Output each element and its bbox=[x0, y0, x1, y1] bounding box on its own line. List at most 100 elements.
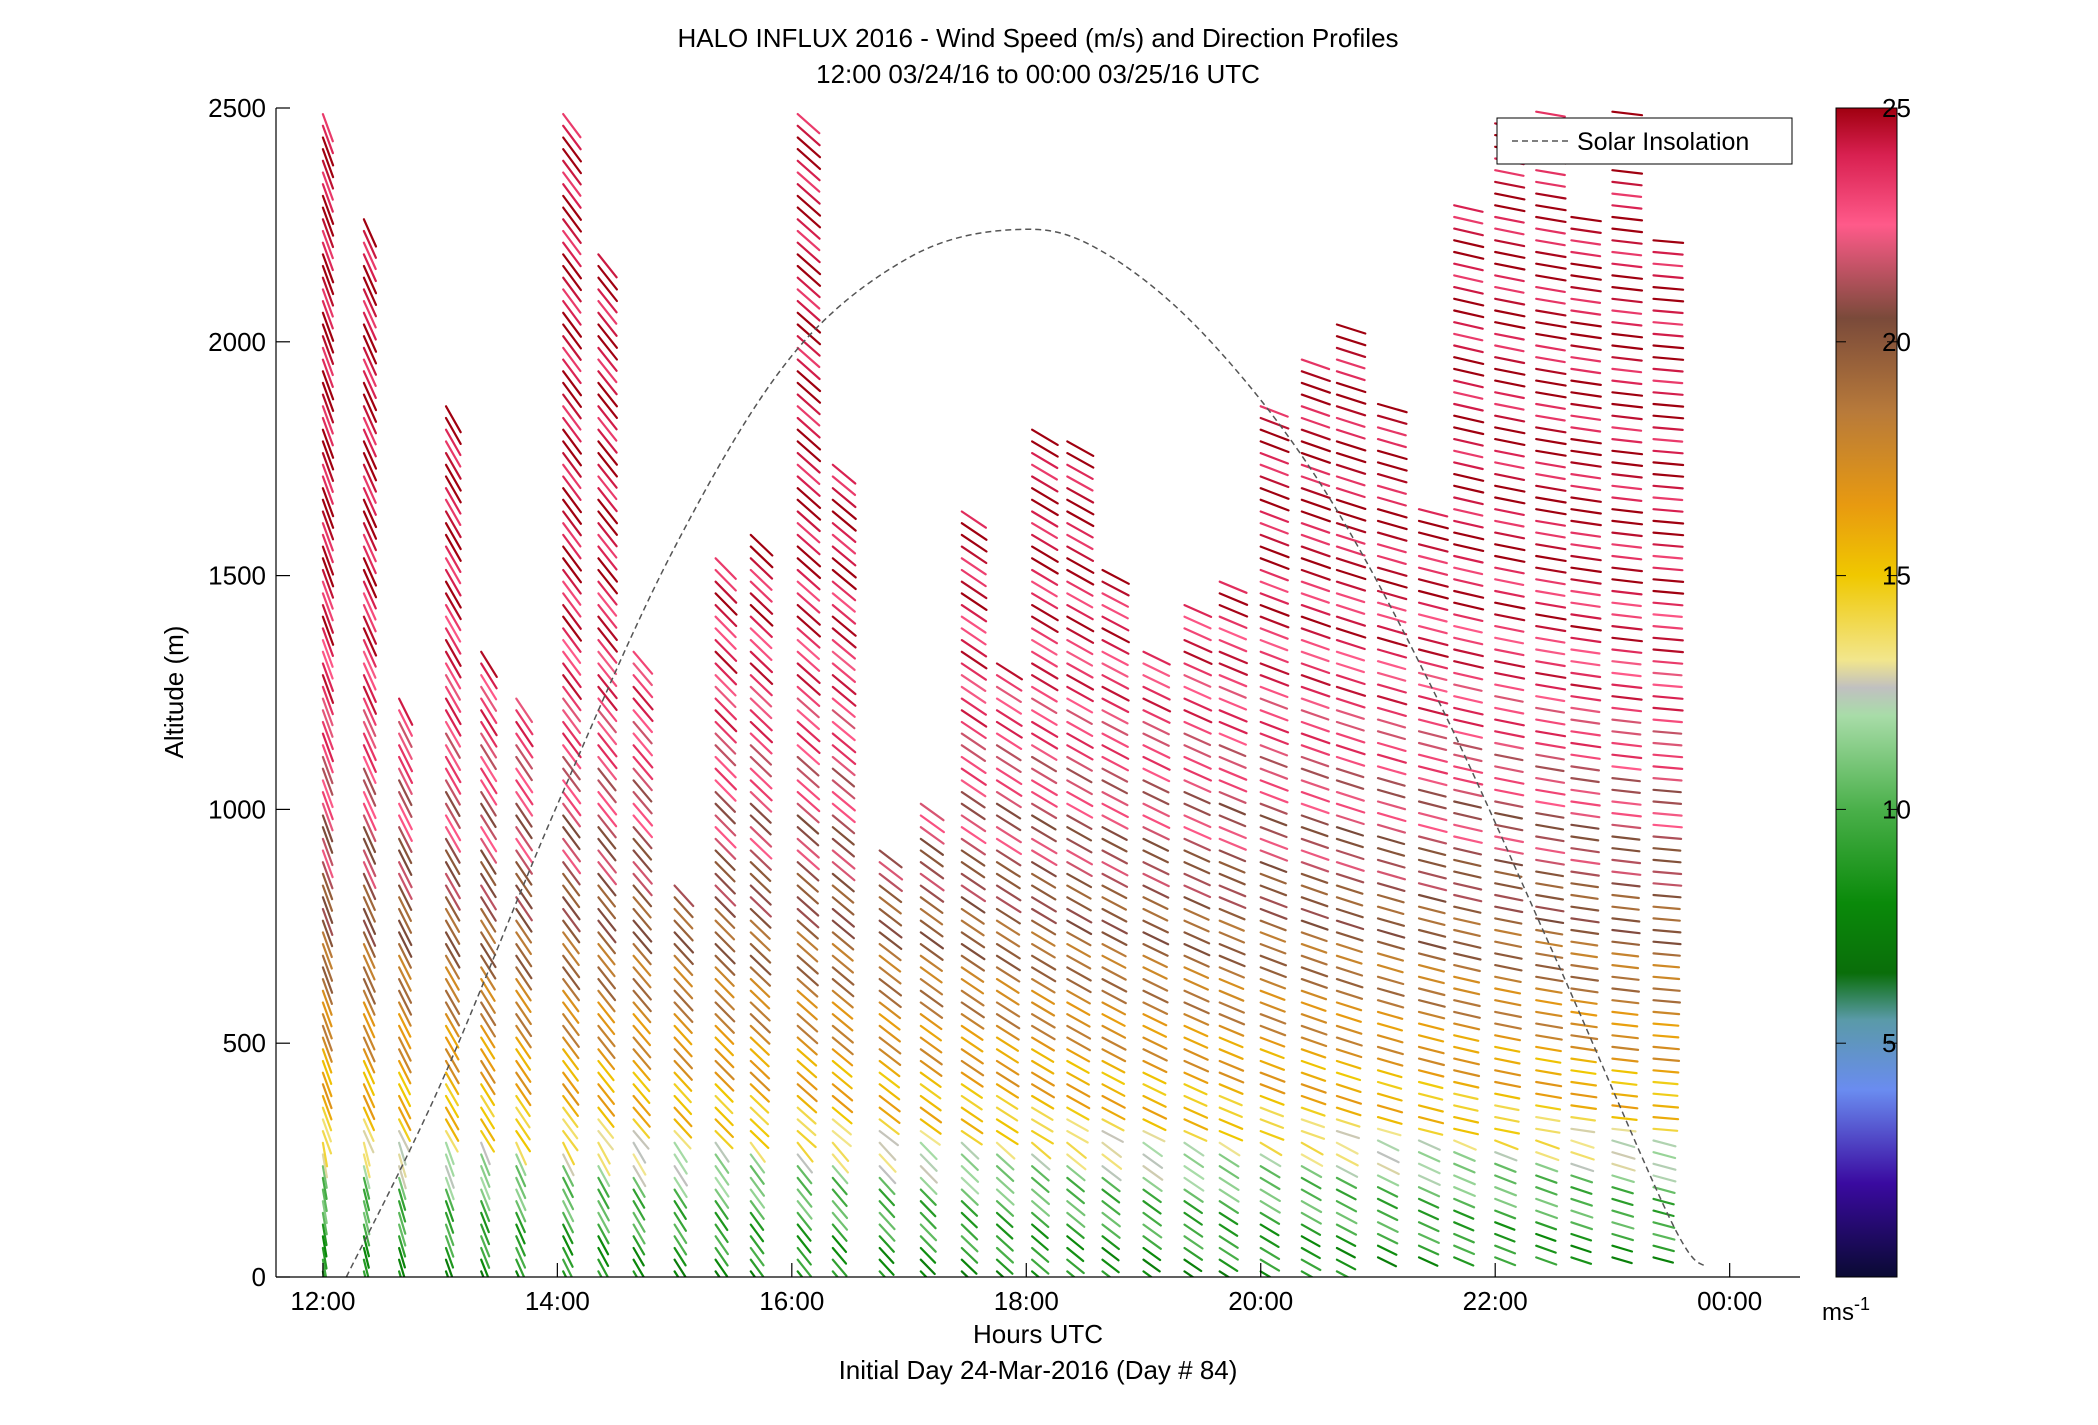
wind-barb bbox=[480, 1071, 496, 1096]
wind-barb bbox=[960, 1001, 985, 1019]
wind-barb bbox=[1335, 685, 1367, 697]
wind-barb bbox=[398, 709, 413, 737]
wind-barb bbox=[1218, 603, 1249, 618]
wind-barb bbox=[749, 779, 773, 802]
wind-barb bbox=[1570, 811, 1601, 819]
wind-barb bbox=[796, 206, 822, 229]
wind-barb bbox=[1066, 510, 1095, 528]
wind-barb bbox=[796, 674, 821, 696]
wind-barb bbox=[1417, 1069, 1445, 1078]
wind-barb bbox=[878, 931, 903, 951]
wind-barb bbox=[1335, 884, 1364, 895]
wind-barb bbox=[562, 428, 583, 455]
wind-barb bbox=[597, 615, 618, 642]
wind-barb bbox=[1183, 1235, 1204, 1250]
wind-barb bbox=[1300, 1223, 1322, 1236]
wind-barb bbox=[1611, 963, 1640, 970]
wind-barb bbox=[480, 1083, 496, 1107]
wind-barb bbox=[831, 861, 856, 882]
wind-barb bbox=[1142, 662, 1171, 678]
wind-barb bbox=[1335, 720, 1365, 732]
wind-barb bbox=[1218, 861, 1246, 874]
wind-barb bbox=[597, 1013, 616, 1036]
wind-barb bbox=[1453, 391, 1484, 400]
wind-barb bbox=[1066, 744, 1094, 761]
wind-barb bbox=[362, 1094, 376, 1121]
wind-barb bbox=[1453, 566, 1484, 576]
wind-barb bbox=[919, 814, 946, 834]
wind-barb bbox=[1417, 508, 1449, 518]
wind-barb bbox=[1535, 741, 1566, 749]
wind-barb bbox=[1335, 942, 1363, 954]
x-tick-label: 14:00 bbox=[525, 1286, 590, 1316]
wind-barb bbox=[362, 370, 377, 399]
wind-barb bbox=[749, 615, 773, 639]
wind-barb bbox=[321, 1258, 328, 1277]
wind-barb bbox=[1494, 1022, 1522, 1030]
wind-barb bbox=[1300, 685, 1331, 698]
wind-barb bbox=[673, 1059, 693, 1081]
wind-barb bbox=[1259, 931, 1287, 943]
wind-barb bbox=[562, 1024, 580, 1049]
wind-barb bbox=[632, 884, 653, 908]
wind-barb bbox=[321, 931, 333, 959]
wind-barb bbox=[1101, 615, 1130, 632]
wind-barb bbox=[995, 1270, 1005, 1277]
wind-barb bbox=[562, 1223, 574, 1245]
wind-barb bbox=[1300, 568, 1331, 581]
wind-barb bbox=[1535, 1069, 1562, 1076]
wind-barb bbox=[749, 1071, 771, 1092]
wind-barb bbox=[1535, 1232, 1557, 1242]
wind-barb bbox=[362, 1246, 370, 1269]
wind-barb bbox=[1066, 1141, 1087, 1159]
wind-barb bbox=[1218, 732, 1248, 746]
wind-barb bbox=[632, 1141, 647, 1164]
wind-barb bbox=[714, 1223, 729, 1244]
wind-barb bbox=[960, 557, 987, 576]
wind-barb bbox=[1142, 744, 1171, 759]
wind-barb bbox=[1494, 858, 1524, 867]
wind-barb bbox=[1300, 1106, 1326, 1117]
wind-barb bbox=[1535, 882, 1564, 889]
wind-barb bbox=[1259, 861, 1288, 874]
wind-barb bbox=[321, 183, 334, 213]
wind-barb bbox=[1376, 963, 1404, 974]
wind-barb bbox=[1494, 1080, 1522, 1089]
wind-barb bbox=[1535, 367, 1567, 375]
wind-barb bbox=[1611, 882, 1641, 888]
wind-barb bbox=[321, 194, 335, 225]
wind-barb bbox=[1259, 1071, 1286, 1083]
wind-barb bbox=[632, 1106, 651, 1128]
wind-barb bbox=[1417, 1034, 1445, 1043]
wind-barb bbox=[1300, 522, 1331, 534]
wind-barb bbox=[1183, 1036, 1209, 1049]
wind-barb bbox=[632, 744, 654, 769]
wind-barb bbox=[1652, 1045, 1681, 1051]
wind-barb bbox=[1652, 262, 1684, 268]
wind-barb bbox=[562, 802, 582, 828]
wind-barb bbox=[1494, 636, 1525, 645]
wind-barb bbox=[1335, 1036, 1363, 1047]
wind-barb bbox=[1494, 1010, 1523, 1019]
wind-barb bbox=[562, 744, 582, 770]
wind-barb bbox=[1300, 416, 1331, 429]
wind-barb bbox=[1494, 811, 1524, 820]
wind-barb bbox=[1652, 975, 1681, 981]
wind-barb bbox=[749, 1013, 771, 1034]
wind-barb bbox=[444, 405, 462, 434]
wind-barb bbox=[1030, 907, 1057, 925]
wind-barb bbox=[1494, 519, 1525, 528]
wind-barb bbox=[714, 989, 735, 1011]
wind-barb bbox=[562, 1118, 579, 1140]
wind-barb bbox=[919, 896, 944, 915]
wind-barb bbox=[362, 311, 377, 341]
wind-barb bbox=[1300, 1246, 1321, 1260]
wind-barb bbox=[444, 475, 462, 504]
wind-barb bbox=[1300, 428, 1331, 441]
wind-barb bbox=[1417, 753, 1448, 763]
wind-barb bbox=[1652, 309, 1684, 315]
wind-barb bbox=[714, 720, 737, 744]
wind-barb bbox=[1417, 1104, 1444, 1113]
wind-barb bbox=[1300, 697, 1330, 710]
wind-barb bbox=[1453, 835, 1483, 844]
